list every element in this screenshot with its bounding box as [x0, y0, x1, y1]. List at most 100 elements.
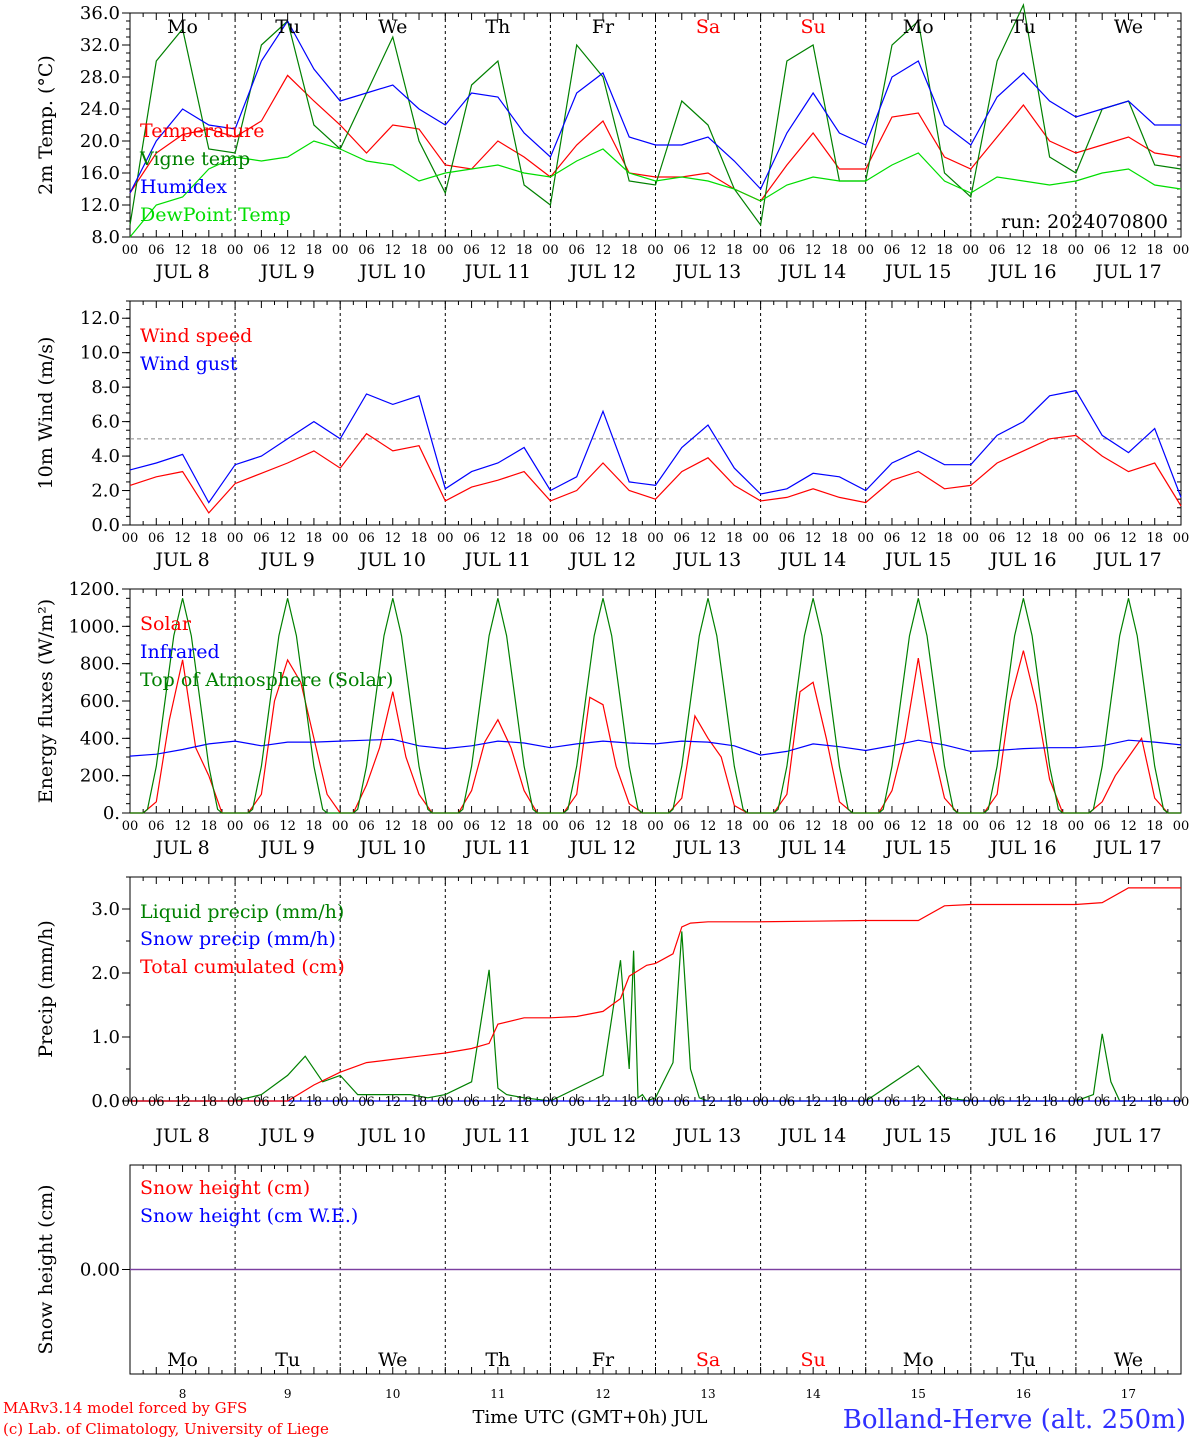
hour-tick-label: 12 — [384, 819, 401, 834]
legend-entry: Top of Atmosphere (Solar) — [140, 669, 393, 691]
date-label: JUL 8 — [153, 1125, 209, 1147]
hour-tick-label: 00 — [963, 531, 980, 546]
x-axis-title: Time UTC (GMT+0h) JUL — [473, 1407, 708, 1428]
date-label: JUL 15 — [883, 549, 951, 571]
y-tick-label: 1000. — [68, 616, 120, 637]
hour-tick-label: 06 — [884, 1095, 901, 1110]
y-tick-label: 200. — [80, 766, 120, 787]
y-tick-label: 400. — [80, 728, 120, 749]
date-label: JUL 13 — [673, 549, 741, 571]
date-label: JUL 14 — [778, 261, 846, 283]
hour-tick-label: 06 — [253, 531, 270, 546]
weekday-label: Tu — [1011, 1349, 1036, 1371]
y-tick-label: 12.0 — [80, 195, 120, 216]
y-tick-label: 800. — [80, 654, 120, 675]
y-tick-label: 0.0 — [91, 1091, 120, 1112]
hour-tick-label: 00 — [542, 1095, 559, 1110]
hour-tick-label: 12 — [490, 531, 507, 546]
date-label: JUL 8 — [153, 837, 209, 859]
day-number-label: 16 — [1016, 1387, 1031, 1401]
series-line-humidex — [129, 19, 1181, 194]
hour-tick-label: 12 — [595, 243, 612, 258]
series-line-dewpoint-temp — [129, 140, 1182, 238]
date-label: JUL 11 — [463, 261, 531, 283]
station-title: Bolland-Herve (alt. 250m) — [843, 1405, 1186, 1435]
weekday-label: Tu — [275, 16, 300, 38]
hour-tick-label: 00 — [1068, 819, 1085, 834]
hour-tick-label: 00 — [1173, 243, 1190, 258]
y-tick-label: 1.0 — [91, 1027, 120, 1048]
hour-tick-label: 12 — [1120, 1095, 1137, 1110]
date-label: JUL 12 — [568, 837, 636, 859]
date-label: JUL 13 — [673, 837, 741, 859]
date-label: JUL 10 — [358, 1125, 426, 1147]
legend-entry: Solar — [140, 613, 192, 635]
weekday-label: Sa — [696, 16, 720, 38]
hour-tick-label: 06 — [884, 819, 901, 834]
hour-tick-label: 18 — [1041, 1095, 1058, 1110]
hour-tick-label: 06 — [884, 531, 901, 546]
hour-tick-label: 18 — [201, 1095, 218, 1110]
weekday-label: Fr — [592, 1349, 615, 1371]
hour-tick-label: 00 — [227, 819, 244, 834]
date-label: JUL 16 — [988, 549, 1056, 571]
hour-tick-label: 00 — [332, 531, 349, 546]
hour-tick-label: 12 — [1120, 819, 1137, 834]
hour-tick-label: 00 — [963, 1095, 980, 1110]
hour-tick-label: 06 — [463, 1095, 480, 1110]
panel-5: 0.00 Snow height (cm) Snow height (cm) Snow… — [35, 1164, 1182, 1401]
hour-tick-label: 00 — [437, 819, 454, 834]
hour-tick-label: 12 — [490, 1095, 507, 1110]
hour-tick-label: 06 — [779, 243, 796, 258]
hour-tick-label: 00 — [857, 531, 874, 546]
hour-tick-label: 12 — [700, 819, 717, 834]
y-tick-label: 36.0 — [80, 3, 120, 24]
y-tick-label: 32.0 — [80, 35, 120, 56]
hour-tick-label: 06 — [253, 1095, 270, 1110]
hour-tick-label: 18 — [1041, 819, 1058, 834]
y-tick-label: 4.0 — [91, 446, 120, 467]
date-label: JUL 17 — [1093, 1125, 1161, 1147]
hour-tick-label: 00 — [332, 819, 349, 834]
model-credit: MARv3.14 model forced by GFS — [3, 1399, 247, 1417]
panel-1: 8.0 12.0 16.0 20.0 24.0 28.0 32.0 36.0 2m Temp. … — [35, 3, 1189, 283]
hour-tick-label: 18 — [201, 819, 218, 834]
hour-tick-label: 06 — [989, 1095, 1006, 1110]
legend-entry: Infrared — [140, 641, 220, 663]
weekday-label: Tu — [275, 1349, 300, 1371]
y-tick-label: 0.00 — [80, 1260, 120, 1281]
hour-tick-label: 12 — [279, 819, 296, 834]
hour-tick-label: 00 — [963, 819, 980, 834]
hour-tick-label: 06 — [148, 531, 165, 546]
y-axis-title: Energy fluxes (W/m²) — [35, 599, 57, 803]
date-label: JUL 9 — [258, 837, 314, 859]
hour-tick-label: 18 — [936, 531, 953, 546]
weekday-label: Tu — [1011, 16, 1036, 38]
hour-tick-label: 18 — [621, 1095, 638, 1110]
date-label: JUL 16 — [988, 1125, 1056, 1147]
hour-tick-label: 06 — [358, 243, 375, 258]
hour-tick-label: 00 — [122, 531, 139, 546]
hour-tick-label: 18 — [1146, 819, 1163, 834]
date-label: JUL 11 — [463, 1125, 531, 1147]
weekday-label: Fr — [592, 16, 615, 38]
hour-tick-label: 06 — [1094, 531, 1111, 546]
hour-tick-label: 18 — [306, 531, 323, 546]
hour-tick-label: 18 — [621, 531, 638, 546]
hour-tick-label: 00 — [227, 531, 244, 546]
hour-tick-label: 06 — [148, 243, 165, 258]
series-line-liquid-precip-mm-h- — [130, 931, 1181, 1102]
weekday-label: Mo — [903, 16, 934, 38]
hour-tick-label: 06 — [568, 531, 585, 546]
date-label: JUL 13 — [673, 261, 741, 283]
hour-tick-label: 12 — [174, 819, 191, 834]
hour-tick-label: 00 — [122, 819, 139, 834]
hour-tick-label: 12 — [490, 819, 507, 834]
y-tick-label: 16.0 — [80, 163, 120, 184]
y-axis-title: Precip (mm/h) — [35, 920, 57, 1058]
hour-tick-label: 18 — [621, 819, 638, 834]
hour-tick-label: 18 — [516, 243, 533, 258]
hour-tick-label: 12 — [595, 819, 612, 834]
run-label: run: 2024070800 — [1001, 211, 1168, 233]
